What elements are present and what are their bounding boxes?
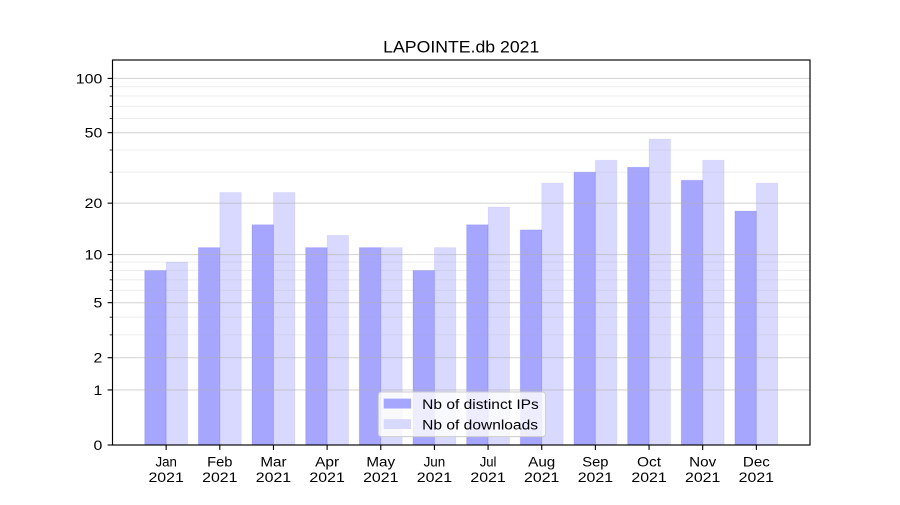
svg-text:2: 2 [93, 350, 102, 366]
svg-text:2021: 2021 [631, 469, 667, 485]
svg-text:2021: 2021 [685, 469, 721, 485]
svg-text:Apr: Apr [315, 453, 339, 469]
svg-text:2021: 2021 [363, 469, 399, 485]
svg-text:2021: 2021 [524, 469, 560, 485]
svg-text:LAPOINTE.db 2021: LAPOINTE.db 2021 [383, 37, 539, 56]
svg-text:Oct: Oct [637, 453, 661, 469]
svg-text:Nb of downloads: Nb of downloads [422, 416, 538, 432]
svg-text:2021: 2021 [256, 469, 292, 485]
svg-text:Jan: Jan [155, 453, 176, 469]
svg-text:100: 100 [76, 70, 103, 86]
svg-text:2021: 2021 [417, 469, 453, 485]
svg-text:Sep: Sep [582, 453, 608, 469]
svg-text:Aug: Aug [528, 453, 555, 469]
svg-text:0: 0 [93, 437, 102, 453]
svg-text:2021: 2021 [309, 469, 345, 485]
svg-text:1: 1 [93, 382, 102, 398]
svg-text:10: 10 [85, 247, 103, 263]
svg-text:Nov: Nov [689, 453, 716, 469]
svg-text:2021: 2021 [148, 469, 184, 485]
svg-text:Dec: Dec [743, 453, 770, 469]
svg-text:Jul: Jul [480, 453, 497, 469]
svg-text:2021: 2021 [202, 469, 238, 485]
svg-text:2021: 2021 [470, 469, 506, 485]
svg-text:2021: 2021 [739, 469, 775, 485]
svg-text:50: 50 [85, 125, 103, 141]
svg-text:Jun: Jun [424, 453, 446, 469]
svg-text:5: 5 [93, 295, 102, 311]
svg-text:Feb: Feb [207, 453, 233, 469]
svg-text:2021: 2021 [578, 469, 614, 485]
svg-text:Mar: Mar [260, 453, 287, 469]
svg-text:20: 20 [85, 195, 103, 211]
svg-text:Nb of distinct IPs: Nb of distinct IPs [422, 396, 539, 412]
svg-text:May: May [366, 453, 395, 469]
